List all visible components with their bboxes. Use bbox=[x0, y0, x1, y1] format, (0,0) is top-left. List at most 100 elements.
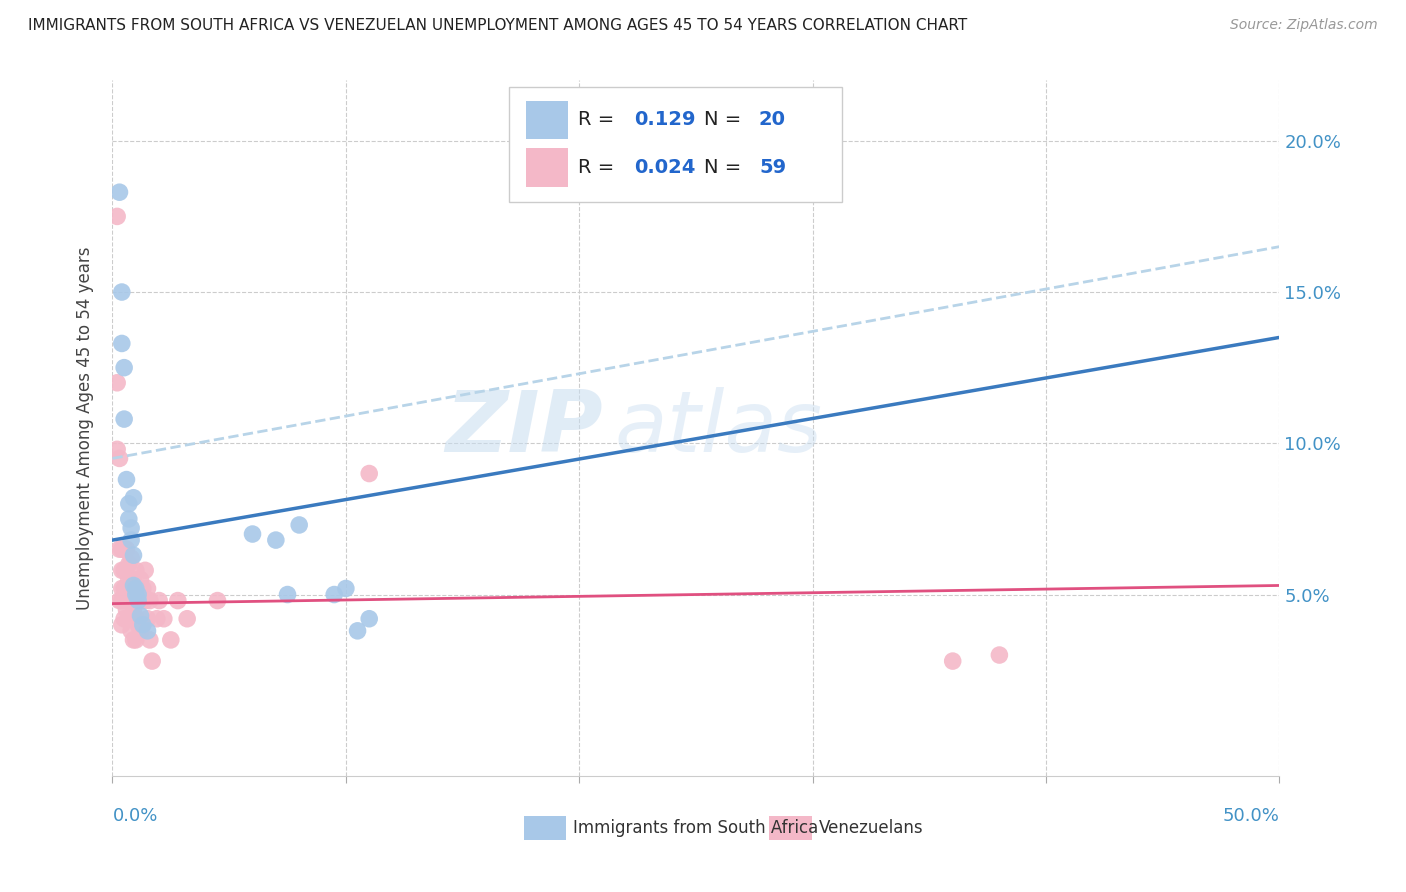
Text: Venezuelans: Venezuelans bbox=[818, 819, 924, 838]
Point bbox=[118, 512, 141, 526]
Point bbox=[166, 593, 188, 607]
Point bbox=[346, 624, 368, 638]
Point bbox=[122, 632, 145, 647]
Text: N =: N = bbox=[704, 158, 748, 177]
Point bbox=[125, 582, 148, 596]
Text: atlas: atlas bbox=[614, 386, 823, 470]
Point bbox=[111, 593, 134, 607]
Point bbox=[148, 593, 170, 607]
Point bbox=[122, 491, 145, 505]
Point bbox=[129, 624, 152, 638]
Point bbox=[146, 612, 169, 626]
Point bbox=[111, 542, 134, 557]
Text: IMMIGRANTS FROM SOUTH AFRICA VS VENEZUELAN UNEMPLOYMENT AMONG AGES 45 TO 54 YEAR: IMMIGRANTS FROM SOUTH AFRICA VS VENEZUEL… bbox=[28, 18, 967, 33]
Point bbox=[120, 521, 142, 535]
Point bbox=[134, 563, 156, 577]
Text: 0.129: 0.129 bbox=[634, 111, 696, 129]
Point bbox=[108, 451, 131, 466]
Point bbox=[288, 518, 311, 533]
Point bbox=[112, 612, 135, 626]
Point bbox=[120, 593, 142, 607]
Point bbox=[125, 588, 148, 602]
Point bbox=[105, 376, 128, 390]
Point bbox=[207, 593, 229, 607]
Point bbox=[115, 602, 138, 616]
Point bbox=[359, 467, 381, 481]
Point bbox=[112, 360, 135, 375]
Point bbox=[108, 542, 131, 557]
Point bbox=[242, 527, 264, 541]
FancyBboxPatch shape bbox=[526, 148, 568, 186]
Point bbox=[276, 588, 298, 602]
Point bbox=[176, 612, 198, 626]
Point bbox=[264, 533, 287, 547]
Point bbox=[120, 533, 142, 547]
Point bbox=[125, 582, 148, 596]
Point bbox=[139, 593, 162, 607]
Text: R =: R = bbox=[578, 111, 620, 129]
Text: 0.0%: 0.0% bbox=[112, 807, 157, 825]
Point bbox=[105, 210, 128, 224]
Point bbox=[323, 588, 346, 602]
Point bbox=[118, 558, 141, 572]
Point bbox=[111, 285, 134, 299]
Point bbox=[127, 588, 149, 602]
Point bbox=[132, 617, 155, 632]
Text: N =: N = bbox=[704, 111, 748, 129]
Point bbox=[112, 593, 135, 607]
Text: 59: 59 bbox=[759, 158, 786, 177]
Point bbox=[125, 612, 148, 626]
Text: 0.024: 0.024 bbox=[634, 158, 696, 177]
Point bbox=[122, 588, 145, 602]
Point bbox=[108, 185, 131, 199]
Point bbox=[134, 593, 156, 607]
Point bbox=[112, 563, 135, 577]
Text: Source: ZipAtlas.com: Source: ZipAtlas.com bbox=[1230, 18, 1378, 32]
Point bbox=[359, 612, 381, 626]
Text: 20: 20 bbox=[759, 111, 786, 129]
FancyBboxPatch shape bbox=[524, 816, 567, 840]
Point bbox=[125, 563, 148, 577]
Point bbox=[118, 612, 141, 626]
Point bbox=[335, 582, 357, 596]
Y-axis label: Unemployment Among Ages 45 to 54 years: Unemployment Among Ages 45 to 54 years bbox=[76, 246, 94, 610]
Text: Immigrants from South Africa: Immigrants from South Africa bbox=[574, 819, 818, 838]
Point bbox=[942, 654, 965, 668]
Point bbox=[988, 648, 1011, 662]
FancyBboxPatch shape bbox=[509, 87, 842, 202]
Point bbox=[132, 617, 155, 632]
Point bbox=[136, 624, 159, 638]
Point bbox=[111, 617, 134, 632]
Point bbox=[122, 573, 145, 587]
Point bbox=[136, 612, 159, 626]
Point bbox=[132, 582, 155, 596]
FancyBboxPatch shape bbox=[769, 816, 811, 840]
Point bbox=[111, 582, 134, 596]
Point bbox=[129, 593, 152, 607]
Point bbox=[160, 632, 183, 647]
Point bbox=[129, 573, 152, 587]
Point bbox=[122, 578, 145, 592]
Point bbox=[112, 542, 135, 557]
Point bbox=[129, 608, 152, 623]
Point bbox=[153, 612, 176, 626]
Point bbox=[115, 473, 138, 487]
Point bbox=[120, 573, 142, 587]
Point bbox=[139, 632, 162, 647]
Point bbox=[127, 588, 149, 602]
Point bbox=[112, 412, 135, 426]
Point bbox=[127, 593, 149, 607]
Point bbox=[118, 573, 141, 587]
Point bbox=[125, 593, 148, 607]
Point bbox=[120, 624, 142, 638]
Point bbox=[108, 593, 131, 607]
Point bbox=[115, 542, 138, 557]
Point bbox=[115, 582, 138, 596]
Point bbox=[125, 632, 148, 647]
Text: R =: R = bbox=[578, 158, 620, 177]
Point bbox=[112, 582, 135, 596]
FancyBboxPatch shape bbox=[526, 101, 568, 139]
Point bbox=[141, 654, 163, 668]
Point bbox=[122, 548, 145, 562]
Point bbox=[111, 563, 134, 577]
